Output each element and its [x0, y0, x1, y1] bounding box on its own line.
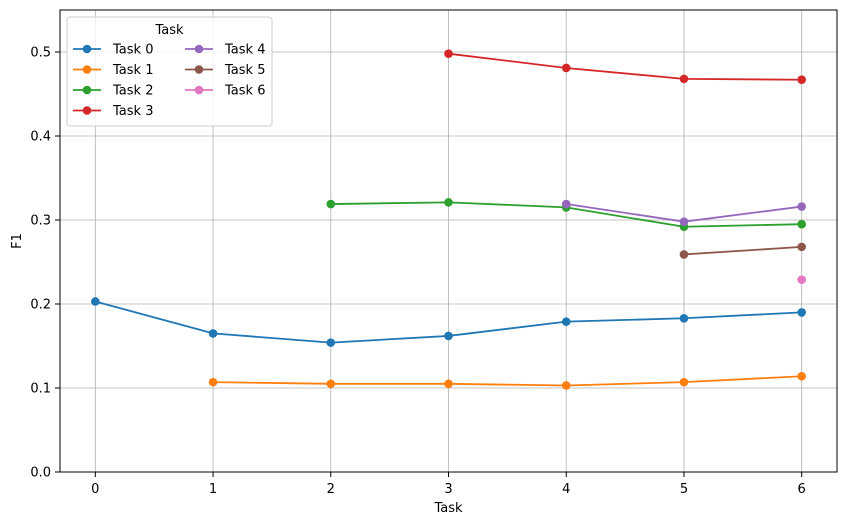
data-point	[561, 317, 571, 326]
legend-item: Task 6	[185, 84, 265, 99]
data-point	[444, 198, 453, 207]
y-tick-label: 0.5	[30, 46, 51, 61]
data-point	[444, 49, 453, 58]
legend-label: Task 3	[112, 104, 153, 119]
legend-label: Task 5	[224, 63, 265, 78]
data-point	[444, 379, 453, 389]
legend-marker	[194, 65, 204, 74]
series-layer	[91, 49, 806, 390]
y-tick-label: 0.3	[30, 214, 51, 229]
x-tick-label: 4	[562, 482, 570, 497]
data-point	[561, 199, 571, 209]
series-task-3	[444, 49, 806, 85]
data-point	[91, 297, 100, 306]
x-tick-label: 2	[327, 482, 335, 497]
legend-marker	[194, 85, 204, 95]
series-line	[213, 375, 802, 387]
series-line	[448, 52, 802, 81]
series-task-4	[561, 199, 806, 226]
data-point	[679, 377, 689, 387]
legend-marker	[194, 44, 204, 54]
legend-marker	[82, 85, 92, 95]
data-point	[326, 379, 336, 389]
x-tick-label: 1	[209, 482, 217, 497]
y-axis-label: F1	[10, 233, 25, 249]
data-point	[561, 63, 571, 73]
y-tick-label: 0.0	[30, 466, 51, 481]
legend-item: Task 3	[73, 104, 153, 119]
data-point	[326, 199, 336, 209]
x-axis-label: Task	[433, 501, 463, 516]
data-point	[797, 219, 806, 229]
legend-item: Task 1	[73, 63, 153, 78]
legend-item: Task 0	[73, 43, 153, 58]
legend-title: Task	[154, 23, 184, 38]
legend-label: Task 2	[112, 84, 153, 99]
data-point	[679, 313, 689, 323]
data-point	[208, 329, 218, 338]
legend-label: Task 0	[112, 43, 153, 58]
series-task-6	[797, 275, 806, 284]
x-tick-label: 3	[444, 482, 452, 497]
legend-item: Task 2	[73, 84, 153, 99]
data-point	[797, 75, 806, 85]
y-tick-label: 0.4	[30, 130, 51, 145]
data-point	[797, 275, 806, 284]
data-point	[326, 338, 336, 347]
data-point	[208, 377, 218, 387]
data-point	[679, 217, 689, 226]
data-point	[797, 202, 806, 211]
y-tick-label: 0.1	[30, 382, 51, 397]
legend-marker	[82, 44, 92, 54]
series-task-5	[679, 242, 806, 259]
legend-item: Task 5	[185, 63, 265, 78]
legend-item: Task 4	[185, 43, 265, 58]
legend-label: Task 6	[224, 84, 265, 99]
series-task-1	[208, 371, 806, 390]
x-tick-label: 6	[798, 482, 806, 497]
axis-ticks: 0 1 2 3 4 5 6 0.0 0.1 0.2 0.3 0.4 0.5	[30, 46, 806, 498]
legend-marker	[82, 65, 92, 74]
data-point	[679, 250, 689, 259]
data-point	[797, 371, 806, 381]
legend-marker	[82, 106, 92, 115]
series-line	[683, 245, 802, 256]
data-point	[679, 74, 689, 84]
x-tick-label: 5	[680, 482, 688, 497]
x-tick-label: 0	[91, 482, 99, 497]
data-point	[797, 308, 806, 317]
legend-items: Task 0 Task 1 Task 2 Task 3 Task 4 Task 5 Task…	[73, 43, 265, 119]
y-tick-label: 0.2	[30, 298, 51, 313]
legend-label: Task 1	[112, 63, 153, 78]
legend-label: Task 4	[224, 43, 265, 58]
data-point	[797, 242, 806, 252]
series-task-0	[91, 297, 806, 347]
data-point	[561, 381, 571, 390]
legend-box	[66, 16, 273, 127]
data-point	[444, 331, 453, 341]
